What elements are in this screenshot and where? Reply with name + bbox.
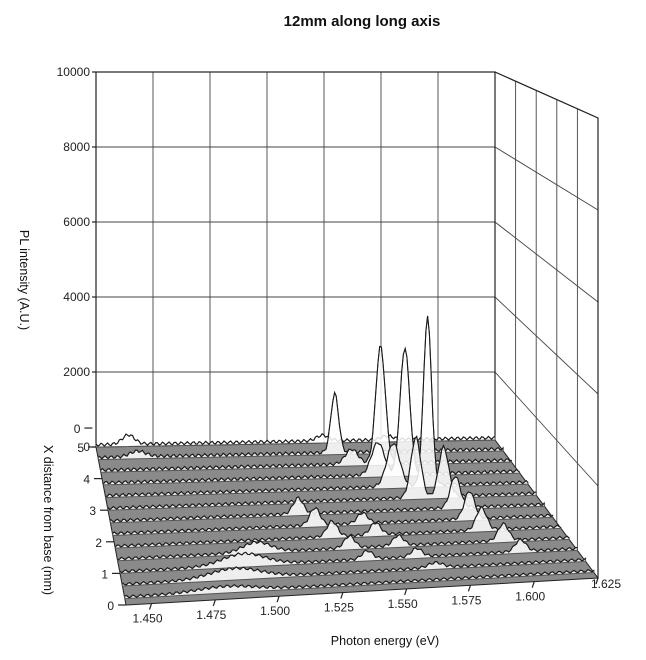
side-wall-gridline [494, 371, 599, 487]
side-wall-gridline [494, 296, 599, 395]
x-tick-mark [212, 599, 216, 607]
surface-line [114, 505, 562, 548]
x-tick-label: 1.450 [132, 612, 162, 626]
z-tick-label: 10000 [57, 65, 91, 79]
x-tick-mark [531, 581, 535, 588]
x-tick-mark [148, 603, 153, 610]
z-tick-label: 4000 [63, 290, 90, 304]
z-tick-label: 0 [83, 440, 90, 454]
x-tick-label: 1.625 [591, 577, 621, 591]
surface-line [124, 568, 595, 599]
z-axis-label: PL intensity (A.U.) [17, 230, 31, 330]
surface-line [107, 435, 537, 511]
x-tick-label: 1.600 [515, 590, 545, 604]
y-tick-label: 4 [83, 473, 90, 487]
y-tick-label: 3 [89, 504, 96, 518]
chart-title: 12mm along long axis [284, 13, 441, 30]
x-tick-label: 1.550 [388, 597, 418, 611]
x-tick-mark [404, 588, 408, 596]
back-wall-frame [95, 71, 496, 448]
x-axis-label: Photon energy (eV) [331, 634, 439, 648]
surface-line [117, 521, 570, 561]
y-tick-label: 0 [74, 422, 81, 436]
x-tick-label: 1.475 [196, 608, 226, 622]
surface-line [122, 557, 586, 586]
z-tick-label: 8000 [63, 140, 90, 154]
z-tick-label: 2000 [63, 365, 90, 379]
surface-line [119, 537, 578, 574]
y-tick-label: 2 [95, 536, 102, 550]
x-tick-label: 1.525 [324, 601, 354, 615]
tick-layer: 0 2000 4000 6000 8000 10000 1.450 1.475 1.500 1.5… [57, 65, 622, 626]
x-tick-label: 1.500 [260, 604, 290, 618]
x-tick-label: 1.575 [451, 593, 481, 607]
y-tick-label: 5 [77, 441, 84, 455]
x-tick-mark [340, 592, 344, 599]
x-tick-mark [276, 596, 280, 603]
z-tick-label: 6000 [63, 215, 90, 229]
x-tick-mark [595, 577, 599, 585]
surface-layer [95, 315, 599, 606]
side-wall-frame [494, 71, 599, 578]
y-tick-label: 0 [107, 599, 114, 613]
y-axis-label: X distance from base (mm) [41, 445, 55, 595]
y-tick-label: 1 [101, 567, 108, 581]
surface-line [98, 390, 504, 460]
side-wall-gridline [494, 146, 599, 211]
grid-layer [92, 71, 599, 579]
x-tick-mark [467, 585, 472, 592]
side-wall-gridline [494, 221, 599, 303]
